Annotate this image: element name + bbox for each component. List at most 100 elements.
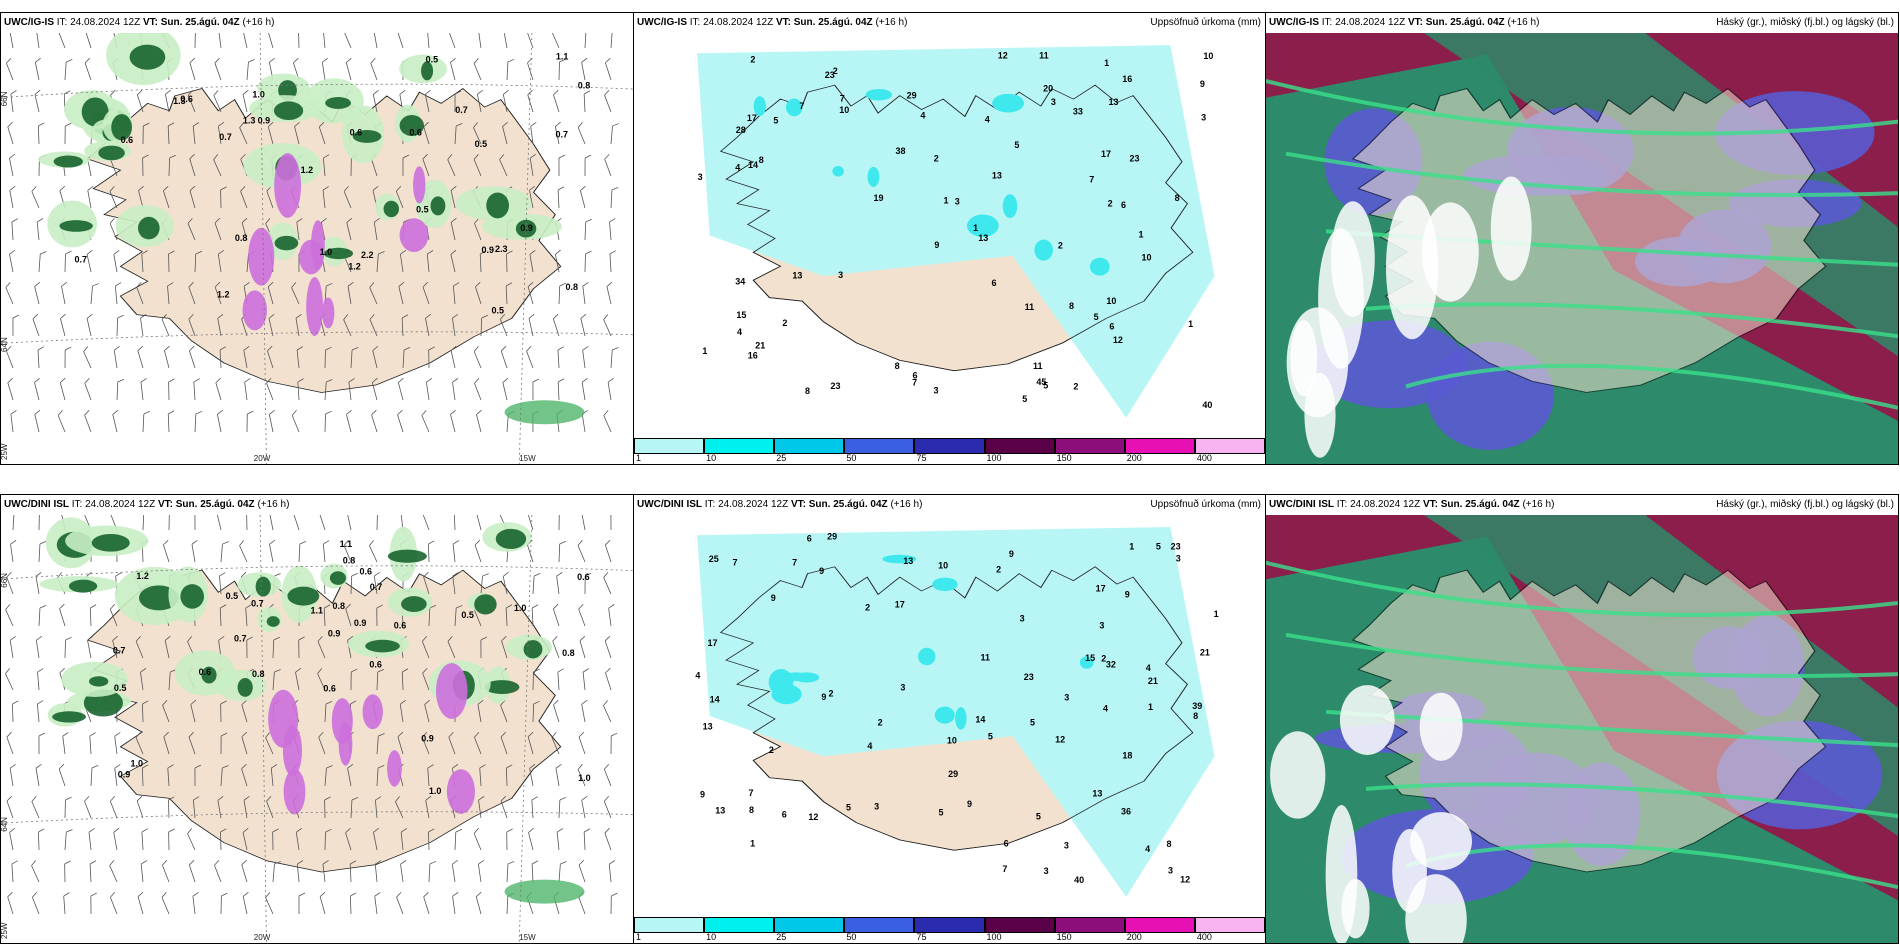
value-label: 0.6 xyxy=(350,127,363,137)
colorbar-label: 75 xyxy=(916,932,927,942)
value-label: 5 xyxy=(988,732,993,742)
wind-barb xyxy=(476,515,482,531)
value-label: 3 xyxy=(874,801,879,811)
wind-barb xyxy=(12,515,15,531)
wind-barb xyxy=(193,796,200,819)
value-label: 17 xyxy=(747,113,757,123)
wind-barb xyxy=(220,732,228,755)
precip-area-heavy xyxy=(98,145,125,161)
wind-barb xyxy=(142,154,149,177)
colorbar-label: 1 xyxy=(636,932,642,942)
accum-precip-max xyxy=(955,707,967,730)
wind-barb xyxy=(454,605,463,627)
wind-barb xyxy=(86,249,93,273)
wind-barb xyxy=(242,891,249,915)
wind-barb xyxy=(12,314,20,337)
value-label: 6 xyxy=(1004,839,1009,849)
graticule-line xyxy=(1,83,633,99)
colorbar-label: 100 xyxy=(986,453,1002,463)
value-label: 12 xyxy=(998,51,1008,61)
precip-convective xyxy=(435,663,468,719)
value-label: 32 xyxy=(1106,659,1116,669)
wind-barb xyxy=(190,699,197,723)
wind-barb xyxy=(163,185,170,209)
valid-time: Sun. 25.ágú. 04Z xyxy=(160,17,240,28)
value-label: 11 xyxy=(1039,50,1049,60)
value-label: 6 xyxy=(1121,200,1126,210)
accum-precip-max xyxy=(867,166,880,187)
value-label: 0.6 xyxy=(577,572,590,582)
wind-barb xyxy=(239,122,248,145)
wind-barb xyxy=(116,378,125,401)
wind-barb xyxy=(89,604,97,627)
wind-barb xyxy=(480,573,489,595)
wind-barb xyxy=(114,282,122,305)
wind-barb xyxy=(242,33,248,49)
wind-barb xyxy=(58,33,66,49)
value-label: 36 xyxy=(1121,806,1131,816)
wind-barb xyxy=(532,573,541,595)
value-label: 2 xyxy=(829,689,834,699)
value-label: 0.8 xyxy=(343,556,356,566)
precip-area-heavy xyxy=(430,196,446,216)
init-time: 24.08.2024 12Z xyxy=(718,499,789,510)
value-label: 3 xyxy=(1044,866,1049,876)
wind-barb xyxy=(7,377,14,401)
value-label: 23 xyxy=(1024,672,1034,682)
value-label: 1.1 xyxy=(556,51,569,61)
wind-barb xyxy=(246,636,253,659)
accum-precip-max xyxy=(832,166,844,177)
colorbar-label: 150 xyxy=(1056,932,1072,942)
wind-barb xyxy=(421,732,430,755)
value-label: 13 xyxy=(992,170,1002,180)
wind-barb xyxy=(527,281,534,305)
wind-barb xyxy=(5,604,14,627)
value-label: 2.2 xyxy=(361,250,374,260)
precip-convective xyxy=(338,721,353,766)
wind-barb xyxy=(423,121,430,145)
precip-area-heavy xyxy=(495,528,527,549)
value-label: 1.0 xyxy=(578,773,591,783)
valid-label: VT: xyxy=(157,499,173,510)
wind-barb xyxy=(452,378,459,401)
value-label: 1 xyxy=(1129,542,1134,552)
map-panel: UWC/IG-IS IT: 24.08.2024 12Z VT: Sun. 25… xyxy=(1265,12,1899,465)
value-label: 5 xyxy=(1030,718,1035,728)
init-label: IT: xyxy=(1321,17,1333,28)
wind-barb xyxy=(527,731,534,755)
wind-barb xyxy=(450,345,457,369)
wind-barb xyxy=(189,153,196,177)
wind-barb xyxy=(553,699,560,723)
value-label: 7 xyxy=(733,558,738,568)
map-panel: UWC/IG-IS IT: 24.08.2024 12Z VT: Sun. 25… xyxy=(633,12,1266,465)
wind-barb xyxy=(450,217,457,241)
value-label: 5 xyxy=(846,803,851,813)
value-label: 29 xyxy=(827,532,837,542)
wind-barb xyxy=(584,33,587,49)
wind-barb xyxy=(556,828,564,851)
value-label: 34 xyxy=(735,276,745,286)
wind-barb xyxy=(609,250,616,273)
value-label: 39 xyxy=(1192,701,1202,711)
value-label: 15 xyxy=(736,310,746,320)
wind-barb xyxy=(531,604,539,627)
wind-barb xyxy=(374,892,381,915)
wind-barb xyxy=(112,409,119,433)
cloud-edge-contour xyxy=(1325,709,1898,748)
wind-barb xyxy=(137,345,144,369)
value-label: 1 xyxy=(702,346,707,356)
wind-barb xyxy=(90,764,99,787)
wind-barb xyxy=(298,540,307,563)
accum-precip-max xyxy=(1089,257,1110,276)
wind-barb xyxy=(608,604,615,627)
wind-barb xyxy=(137,891,144,915)
colorbar-label: 50 xyxy=(846,453,857,463)
wind-barb xyxy=(38,732,46,755)
accum-precip-max xyxy=(1079,656,1094,669)
value-label: 0.8 xyxy=(566,282,579,292)
accum-precip-max xyxy=(1034,239,1053,261)
wind-barb xyxy=(272,861,281,883)
wind-barb xyxy=(38,540,47,563)
wind-barb xyxy=(12,700,19,723)
value-label: 0.9 xyxy=(118,770,131,780)
